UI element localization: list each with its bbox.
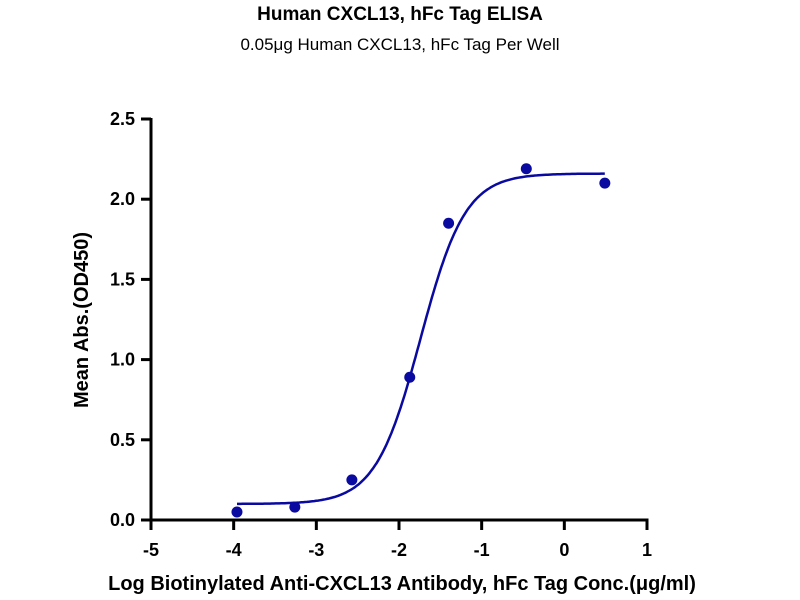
y-axis-label: Mean Abs.(OD450) (71, 232, 93, 408)
x-tick-label: -1 (474, 540, 490, 560)
chart-title: Human CXCL13, hFc Tag ELISA (257, 4, 543, 25)
y-tick-label: 1.5 (110, 269, 135, 289)
y-tick-label: 1.0 (110, 350, 135, 370)
x-tick-label: -5 (143, 540, 159, 560)
data-point (443, 217, 455, 229)
y-tick-label: 0.0 (110, 510, 135, 530)
data-point (231, 506, 243, 518)
y-tick-label: 2.5 (110, 109, 135, 129)
y-tick-label: 2.0 (110, 189, 135, 209)
data-point (599, 177, 611, 189)
chart-subtitle: 0.05μg Human CXCL13, hFc Tag Per Well (240, 35, 559, 54)
data-point (289, 501, 301, 513)
data-point (520, 163, 532, 175)
x-tick-label: -4 (226, 540, 242, 560)
fit-curve (237, 172, 605, 506)
y-tick-label: 0.5 (110, 430, 135, 450)
x-axis-label: Log Biotinylated Anti-CXCL13 Antibody, h… (108, 573, 696, 595)
data-point (404, 371, 416, 383)
x-tick-label: -3 (308, 540, 324, 560)
x-tick-label: -2 (391, 540, 407, 560)
x-tick-label: 1 (642, 540, 652, 560)
data-point (346, 474, 358, 486)
x-tick-label: 0 (559, 540, 569, 560)
